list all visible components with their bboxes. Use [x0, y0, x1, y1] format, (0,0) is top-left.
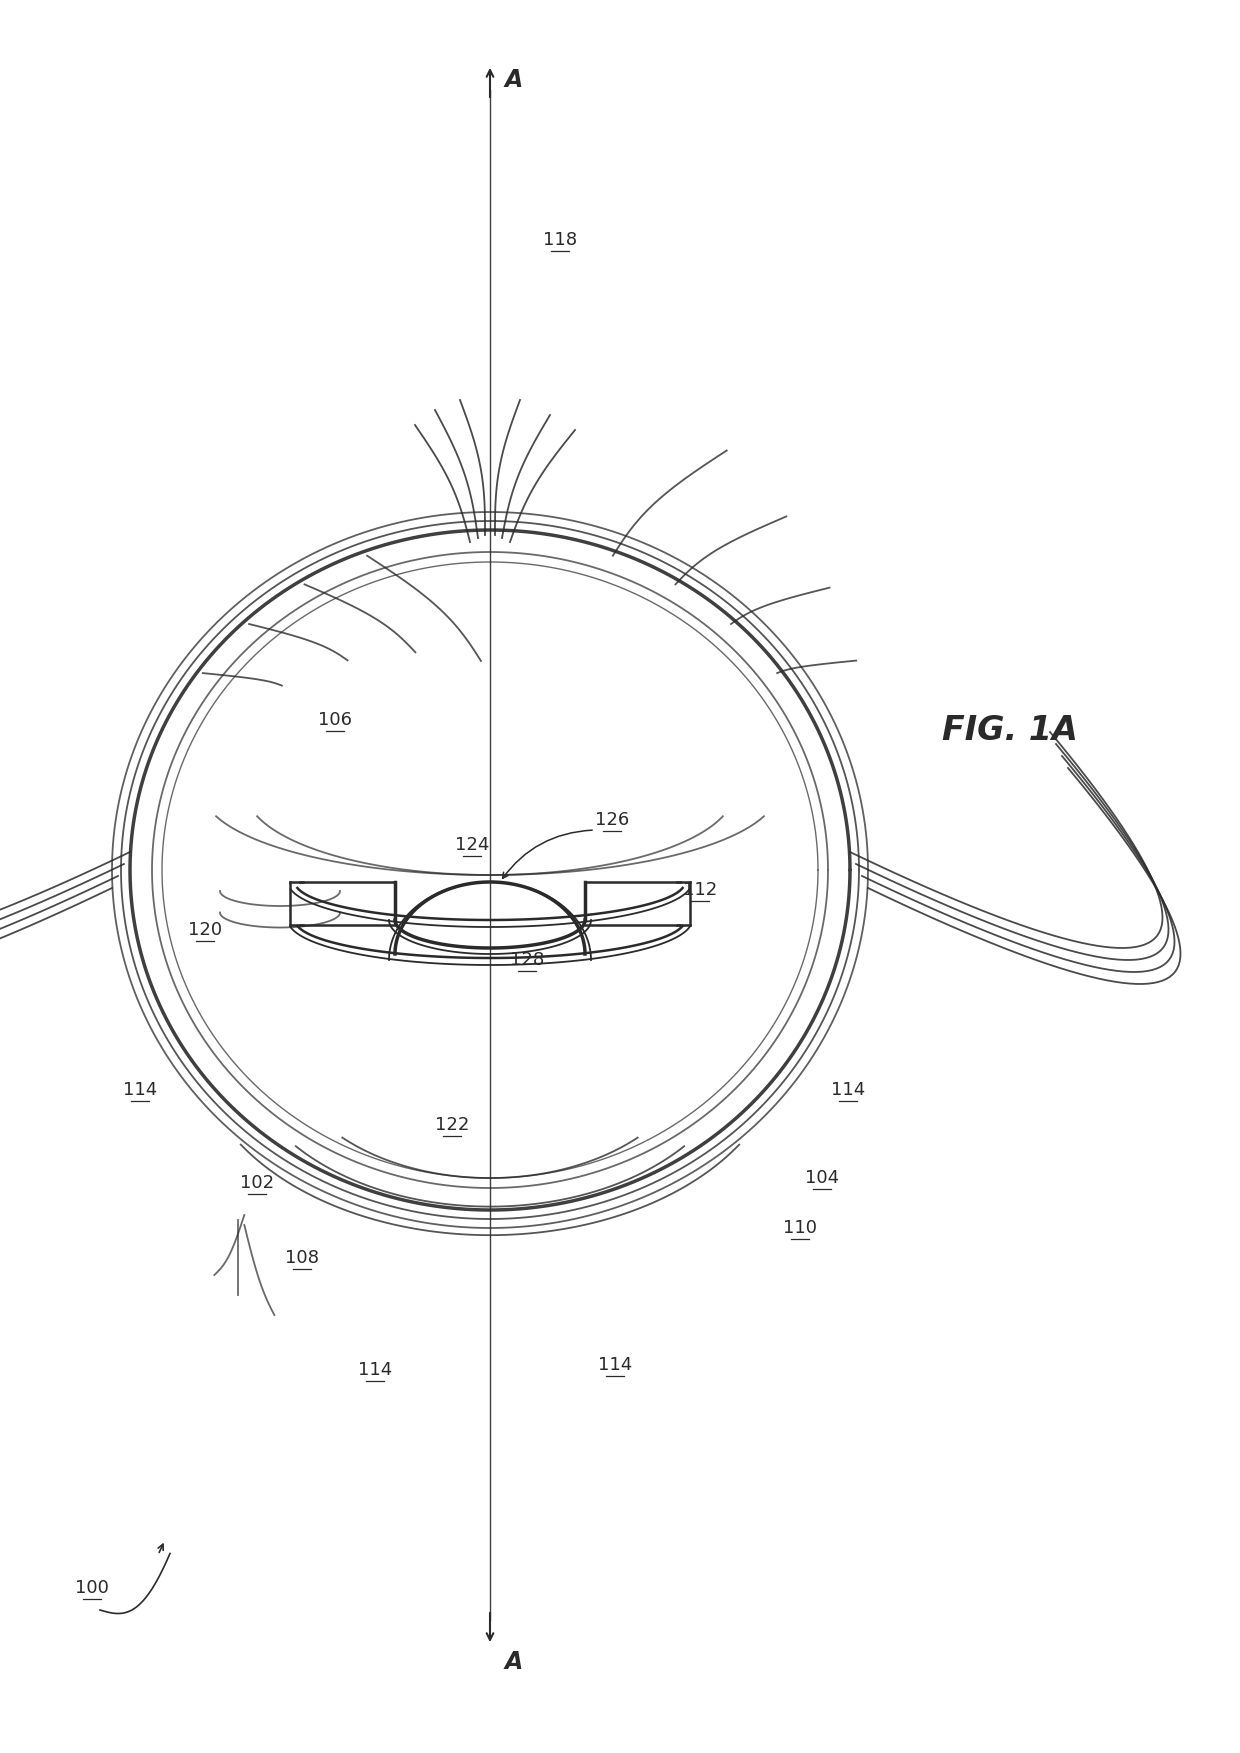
Text: 124: 124 [455, 836, 490, 854]
Text: A: A [505, 68, 523, 91]
Text: 114: 114 [123, 1082, 157, 1099]
Text: 122: 122 [435, 1117, 469, 1134]
Text: 100: 100 [76, 1579, 109, 1597]
Text: 112: 112 [683, 882, 717, 899]
Text: FIG. 1A: FIG. 1A [942, 713, 1078, 747]
Text: 126: 126 [595, 812, 629, 829]
Text: 118: 118 [543, 231, 577, 249]
Text: 120: 120 [188, 920, 222, 940]
Text: 110: 110 [782, 1218, 817, 1238]
Text: 114: 114 [598, 1357, 632, 1374]
Text: 128: 128 [510, 950, 544, 969]
Text: 104: 104 [805, 1169, 839, 1187]
Text: 108: 108 [285, 1248, 319, 1267]
Text: 114: 114 [831, 1082, 866, 1099]
Text: A: A [505, 1650, 523, 1674]
Text: 106: 106 [317, 712, 352, 729]
Text: 102: 102 [239, 1175, 274, 1192]
Text: 114: 114 [358, 1360, 392, 1380]
